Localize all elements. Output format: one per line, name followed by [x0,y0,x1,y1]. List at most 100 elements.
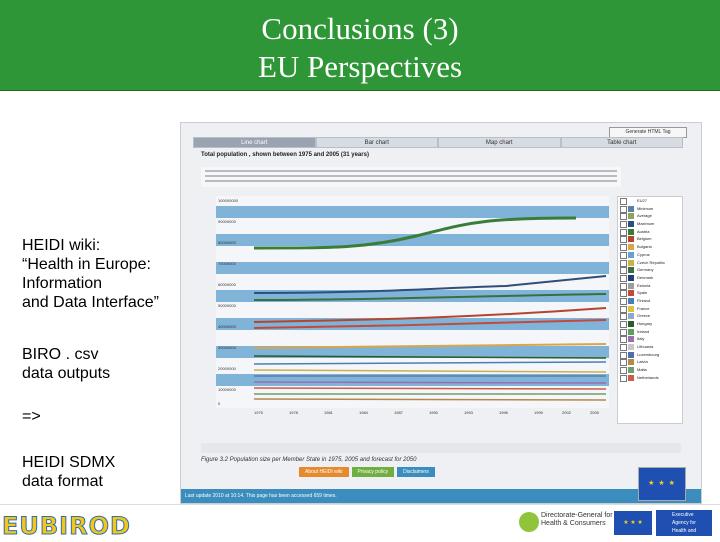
about-heidi-button[interactable]: About HEIDI wiki [299,467,349,477]
disclaimers-button[interactable]: Disclaimers [397,467,435,477]
legend-label: Bulgaria [637,244,652,250]
dg-sanco-logo: Directorate-General for Health & Consume… [541,512,613,528]
legend-row[interactable]: Netherlands [618,374,682,382]
legend-label: Average [637,213,652,219]
tab-table-chart[interactable]: Table chart [560,137,683,148]
left-text-line: => [22,408,41,425]
eu-flag-icon: ★ ★ ★ [638,467,686,501]
chart-description [201,167,621,187]
legend-row[interactable]: Latvia [618,358,682,367]
legend-label: Luxembourg [637,351,660,357]
chart-tabs: Line chart Bar chart Map chart Table cha… [193,137,683,148]
legend-label: Maximum [637,221,655,227]
legend-row[interactable]: Italy [618,335,682,344]
chart-subtitle: Total population , shown between 1975 an… [201,152,369,158]
y-tick-label: 60000000 [218,282,236,287]
x-tick-label: 1993 [464,410,473,415]
eubirod-logo: EUBIROD [2,512,131,541]
y-tick-label: 0 [218,401,221,406]
legend-row[interactable]: EU27 [618,197,682,205]
y-tick-label: 100000000 [218,198,239,203]
eahc-line1: Executive [672,512,694,518]
chart-legend: EU27 Minimum Average Maximum Austria Bel… [617,196,683,424]
legend-row[interactable]: Denmark [618,274,682,282]
legend-row[interactable]: Austria [618,228,682,236]
legend-row[interactable]: Luxembourg [618,351,682,359]
slide-title-line1: Conclusions (3) [261,11,459,46]
y-tick-label: 80000000 [218,240,236,245]
legend-label: Netherlands [637,374,659,380]
left-text-line: HEIDI wiki: [22,237,101,254]
legend-row[interactable]: France [618,305,682,313]
y-tick-label: 40000000 [218,324,236,329]
legend-label: Belgium [637,236,652,242]
dg-line1: Directorate-General for [541,512,613,519]
legend-row[interactable]: Spain [618,289,682,298]
chart-band [216,206,609,218]
legend-row[interactable]: Finland [618,297,682,305]
apple-icon [519,512,539,532]
legend-row[interactable]: Lithuania [618,343,682,352]
left-text-sdmx: HEIDI SDMX data format [22,453,115,491]
legend-label: Minimum [637,205,654,211]
legend-row[interactable]: Hungary [618,320,682,328]
legend-label: Estonia [637,282,651,288]
legend-row[interactable]: Estonia [618,282,682,290]
source-line [201,443,681,453]
y-tick-label: 90000000 [218,219,236,224]
x-tick-label: 1990 [429,410,438,415]
legend-label: Austria [637,228,650,234]
chart-lines [253,216,607,401]
legend-row[interactable]: Maximum [618,220,682,229]
left-text-line: BIRO . csv [22,346,99,363]
legend-row[interactable]: Minimum [618,205,682,213]
privacy-policy-button[interactable]: Privacy policy [351,467,395,477]
legend-label: EU27 [637,198,648,203]
eahc-line2: Agency for [672,520,696,526]
tab-line-chart[interactable]: Line chart [193,137,316,148]
legend-label: Finland [637,297,651,303]
y-tick-label: 30000000 [218,345,236,350]
legend-row[interactable]: Bulgaria [618,243,682,252]
legend-row[interactable]: Malta [618,366,682,375]
left-text-line: and Data Interface” [22,294,159,311]
legend-row[interactable]: Greece [618,312,682,321]
x-tick-label: 1996 [499,410,508,415]
legend-label: Spain [637,290,648,296]
legend-row[interactable]: Average [618,212,682,221]
tab-bar-chart[interactable]: Bar chart [315,137,438,148]
legend-row[interactable]: Cyprus [618,251,682,259]
left-text-biro: BIRO . csv data outputs [22,345,110,383]
eu-flag-small-icon: ★ ★ ★ [614,511,652,535]
legend-row[interactable]: Germany [618,266,682,275]
legend-row[interactable]: Czech Republic [618,259,682,267]
legend-row[interactable]: Ireland [618,328,682,336]
left-text-arrow: => [22,407,41,426]
x-tick-label: 1981 [324,410,333,415]
eahc-line4: Consumers [672,536,698,542]
legend-row[interactable]: Belgium [618,235,682,244]
chart-band [216,234,609,246]
legend-label: Ireland [637,328,650,334]
line-chart-plot: 100000000 90000000 80000000 70000000 600… [216,196,609,408]
legend-label: Italy [637,336,645,342]
page-footer: Last update 2010 at 10:14. This page has… [181,489,701,503]
legend-label: Malta [637,367,647,373]
left-text-heidi: HEIDI wiki: “Health in Europe: Informati… [22,236,159,312]
legend-label: Hungary [637,321,653,326]
x-axis: 1975 1978 1981 1984 1987 1990 1993 1996 … [216,410,609,418]
tab-map-chart[interactable]: Map chart [438,137,561,148]
x-tick-label: 1978 [289,410,298,415]
logo-bar: EUBIROD [0,504,720,541]
heidi-wiki-screenshot: Generate HTML Tag Line chart Bar chart M… [180,122,702,504]
y-tick-label: 10000000 [218,387,236,392]
chart-band [216,262,609,274]
eahc-line3: Health and [672,528,697,534]
left-text-line: Information [22,275,103,292]
left-text-line: data format [22,473,103,490]
legend-label: Latvia [637,359,648,365]
left-text-line: “Health in Europe: [22,256,151,273]
figure-caption: Figure 3.2 Population size per Member St… [201,457,417,463]
legend-label: Cyprus [637,251,650,257]
x-tick-label: 2005 [590,410,599,415]
